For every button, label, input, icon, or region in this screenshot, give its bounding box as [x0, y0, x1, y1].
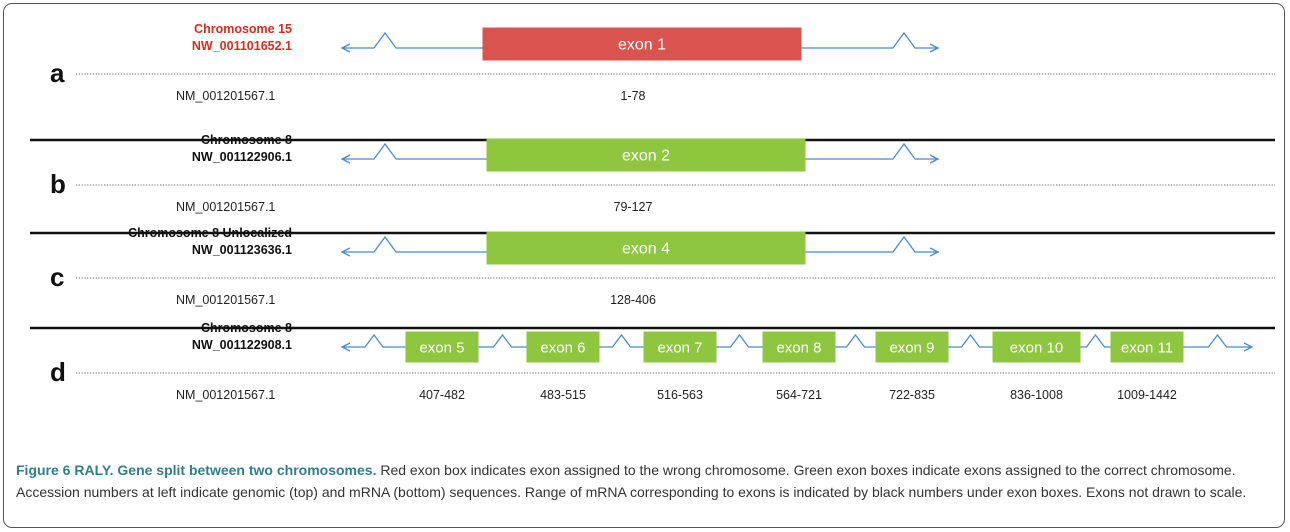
right-arrowhead — [929, 154, 940, 164]
genomic-accession: NW_001122906.1 — [192, 150, 292, 164]
intron-line — [805, 235, 938, 253]
panel-letter: b — [50, 169, 66, 199]
exon-label: exon 9 — [889, 340, 934, 357]
exon-range: 79-127 — [614, 200, 653, 214]
figure-frame — [3, 3, 1285, 528]
intron-line — [835, 333, 876, 348]
exon-label: exon 2 — [622, 148, 670, 165]
mrna-accession: NM_001201567.1 — [176, 89, 275, 103]
chromosome-label: Chromosome 8 — [201, 133, 292, 147]
exon-label: exon 4 — [622, 241, 670, 258]
chromosome-label: Chromosome 15 — [194, 22, 292, 36]
left-arrowhead — [340, 43, 351, 53]
intron-line — [716, 333, 763, 348]
panel-letter: c — [50, 262, 64, 292]
exon-label: exon 5 — [419, 340, 464, 357]
caption-text: Red exon box indicates exon assigned to … — [16, 462, 1247, 500]
gene-diagram: a Chromosome 15 NW_001101652.1 NM_001201567… — [30, 22, 1275, 402]
exon-range: 836-1008 — [1010, 388, 1063, 402]
right-arrowhead — [1243, 342, 1254, 352]
exon-label: exon 7 — [657, 340, 702, 357]
exon-box — [762, 331, 836, 363]
exon-label: exon 11 — [1121, 340, 1173, 357]
exon-range: 1009-1442 — [1117, 388, 1177, 402]
exon-label: exon 8 — [776, 340, 821, 357]
exon-label: exon 1 — [618, 37, 666, 54]
left-arrowhead — [340, 342, 351, 352]
exon-box — [486, 138, 806, 172]
mrna-accession: NM_001201567.1 — [176, 388, 275, 402]
intron-line — [1080, 333, 1111, 348]
exon-range: 516-563 — [657, 388, 703, 402]
exon-box — [875, 331, 949, 363]
panel-letter: a — [50, 58, 65, 88]
intron-line — [805, 142, 938, 160]
intron-line — [599, 333, 644, 348]
intron-line — [478, 333, 527, 348]
genomic-accession: NW_001123636.1 — [192, 243, 292, 257]
exon-box — [643, 331, 717, 363]
intron-line — [342, 333, 406, 348]
intron-line — [342, 31, 483, 49]
exon-box — [405, 331, 479, 363]
exon-range: 407-482 — [419, 388, 465, 402]
intron-line — [1183, 333, 1252, 348]
exon-box — [526, 331, 600, 363]
right-arrowhead — [929, 43, 940, 53]
intron-line — [948, 333, 993, 348]
exon-range: 722-835 — [889, 388, 935, 402]
intron-line — [342, 142, 487, 160]
exon-range: 564-721 — [776, 388, 822, 402]
exon-box — [482, 27, 802, 61]
exon-range: 1-78 — [620, 89, 645, 103]
left-arrowhead — [340, 247, 351, 257]
right-arrowhead — [929, 247, 940, 257]
panel-letter: d — [50, 357, 66, 387]
chromosome-label: Chromosome 8 Unlocalized — [128, 226, 292, 240]
exon-box — [486, 231, 806, 265]
intron-line — [801, 31, 938, 49]
exon-range: 483-515 — [540, 388, 586, 402]
figure-caption: Figure 6 RALY. Gene split between two ch… — [16, 460, 1278, 503]
caption-title: Figure 6 RALY. Gene split between two ch… — [16, 462, 377, 478]
mrna-accession: NM_001201567.1 — [176, 293, 275, 307]
genomic-accession: NW_001122908.1 — [192, 338, 292, 352]
chromosome-label: Chromosome 8 — [201, 321, 292, 335]
mrna-accession: NM_001201567.1 — [176, 200, 275, 214]
genomic-accession: NW_001101652.1 — [192, 39, 292, 53]
exon-label: exon 10 — [1010, 340, 1063, 357]
exon-label: exon 6 — [540, 340, 585, 357]
intron-line — [342, 235, 487, 253]
exon-box — [1110, 331, 1184, 363]
exon-range: 128-406 — [610, 293, 656, 307]
left-arrowhead — [340, 154, 351, 164]
exon-box — [992, 331, 1081, 363]
